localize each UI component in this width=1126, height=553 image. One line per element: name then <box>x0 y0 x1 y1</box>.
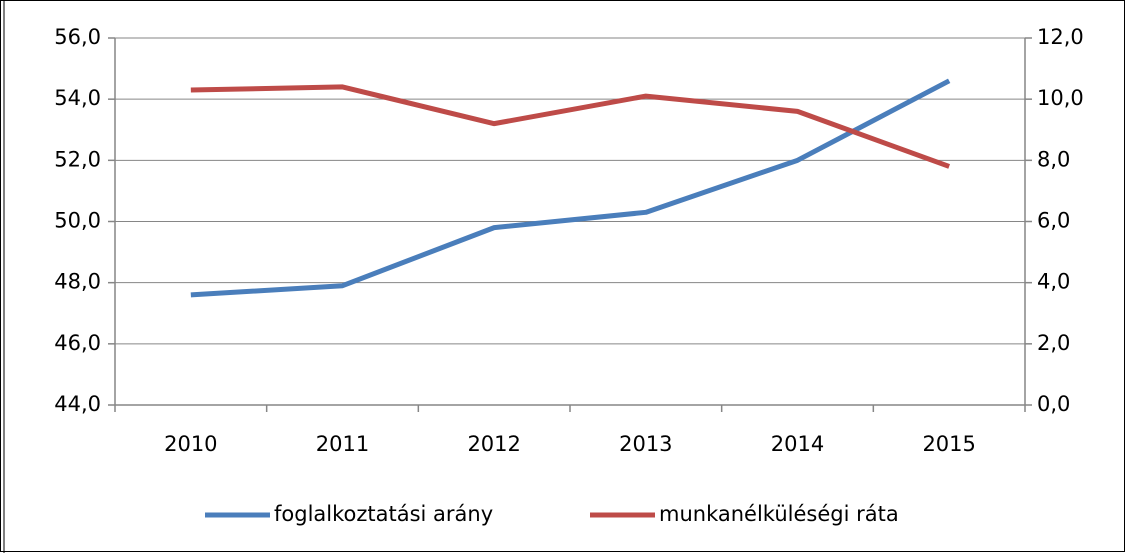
y2-tick-label: 2,0 <box>1037 331 1070 355</box>
legend-label: munkanélküléségi ráta <box>659 502 899 526</box>
y-tick-label: 46,0 <box>54 331 101 355</box>
y-tick-label: 56,0 <box>54 25 101 49</box>
legend-label: foglalkoztatási arány <box>274 502 493 526</box>
y2-tick-label: 6,0 <box>1037 209 1070 233</box>
x-tick-label: 2012 <box>467 432 520 456</box>
y2-tick-label: 10,0 <box>1037 86 1084 110</box>
x-tick-label: 2014 <box>771 432 824 456</box>
y2-tick-label: 8,0 <box>1037 147 1070 171</box>
series-line <box>190 84 951 169</box>
y-tick-label: 52,0 <box>54 147 101 171</box>
y-tick-label: 50,0 <box>54 209 101 233</box>
y2-tick-label: 12,0 <box>1037 25 1084 49</box>
x-tick-label: 2013 <box>619 432 672 456</box>
y-tick-label: 48,0 <box>54 270 101 294</box>
y-tick-label: 44,0 <box>54 392 101 416</box>
x-tick-label: 2011 <box>316 432 369 456</box>
x-tick-label: 2015 <box>922 432 975 456</box>
y-tick-label: 54,0 <box>54 86 101 110</box>
series-line <box>190 78 951 298</box>
y2-tick-label: 4,0 <box>1037 270 1070 294</box>
y2-tick-label: 0,0 <box>1037 392 1070 416</box>
x-tick-label: 2010 <box>164 432 217 456</box>
